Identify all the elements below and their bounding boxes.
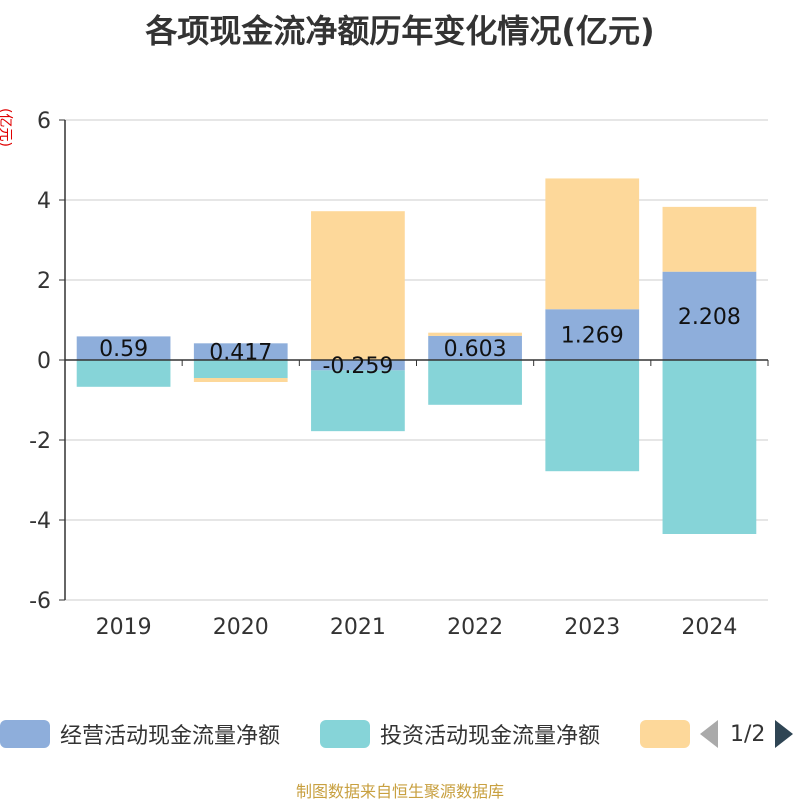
legend: 经营活动现金流量净额 投资活动现金流量净额 xyxy=(0,716,800,752)
legend-swatch-operating xyxy=(0,720,50,748)
x-tick-label: 2024 xyxy=(681,615,737,640)
legend-swatch-investing xyxy=(320,720,370,748)
data-label-2022: 0.603 xyxy=(444,337,507,362)
legend-swatch-third xyxy=(640,720,690,748)
bar-third-2021 xyxy=(311,211,405,360)
bar-investing-2020 xyxy=(193,360,288,378)
bar-third-2024 xyxy=(662,206,757,272)
bar-investing-2023 xyxy=(545,360,640,472)
bar-investing-2024 xyxy=(662,360,757,534)
data-label-2024: 2.208 xyxy=(678,305,741,330)
bar-operating-2024 xyxy=(662,271,757,360)
bar-third-2022 xyxy=(428,332,522,336)
data-source-note: 制图数据来自恒生聚源数据库 xyxy=(295,782,504,801)
chart-title: 各项现金流净额历年变化情况(亿元) xyxy=(145,12,655,50)
bar-chart: -6 -4 -2 0 2 4 6 0.59 0.417 -0.259 0.603 1.269 2.208… xyxy=(29,109,769,640)
legend-item-operating[interactable]: 经营活动现金流量净额 xyxy=(0,716,280,752)
legend-item-third[interactable] xyxy=(640,716,700,752)
y-tick-label: 4 xyxy=(37,189,51,214)
data-label-2023: 1.269 xyxy=(561,324,624,349)
data-label-2021: -0.259 xyxy=(322,354,393,379)
bar-investing-2021 xyxy=(311,370,405,432)
bar-operating-2020 xyxy=(193,343,288,360)
y-tick-label: -2 xyxy=(29,429,51,454)
y-tick-label: -4 xyxy=(29,509,51,534)
data-label-2019: 0.59 xyxy=(99,337,148,362)
legend-prev-icon[interactable] xyxy=(700,720,718,748)
legend-label-operating: 经营活动现金流量净额 xyxy=(60,724,281,749)
bar-third-2023 xyxy=(545,178,640,310)
x-tick-label: 2020 xyxy=(213,615,269,640)
y-tick-label: 0 xyxy=(37,349,51,374)
legend-label-investing: 投资活动现金流量净额 xyxy=(380,724,601,749)
x-tick-label: 2021 xyxy=(330,615,386,640)
bar-investing-2022 xyxy=(428,360,522,405)
legend-pager: 1/2 xyxy=(700,716,794,752)
y-tick-label: -6 xyxy=(29,589,51,614)
legend-item-investing[interactable]: 投资活动现金流量净额 xyxy=(320,716,600,752)
bar-operating-2022 xyxy=(428,335,522,360)
legend-next-icon[interactable] xyxy=(775,720,794,748)
bar-operating-2021 xyxy=(311,360,405,371)
bar-operating-2019 xyxy=(76,336,171,360)
bar-third-2020 xyxy=(193,378,288,382)
x-tick-label: 2019 xyxy=(96,615,152,640)
y-tick-label: 6 xyxy=(37,109,51,134)
bar-investing-2019 xyxy=(76,360,171,387)
y-tick-label: 2 xyxy=(37,269,51,294)
bar-operating-2023 xyxy=(545,309,640,360)
x-tick-label: 2022 xyxy=(447,615,503,640)
x-tick-label: 2023 xyxy=(564,615,620,640)
legend-page-indicator: 1/2 xyxy=(730,721,766,747)
data-label-2020: 0.417 xyxy=(209,341,272,366)
